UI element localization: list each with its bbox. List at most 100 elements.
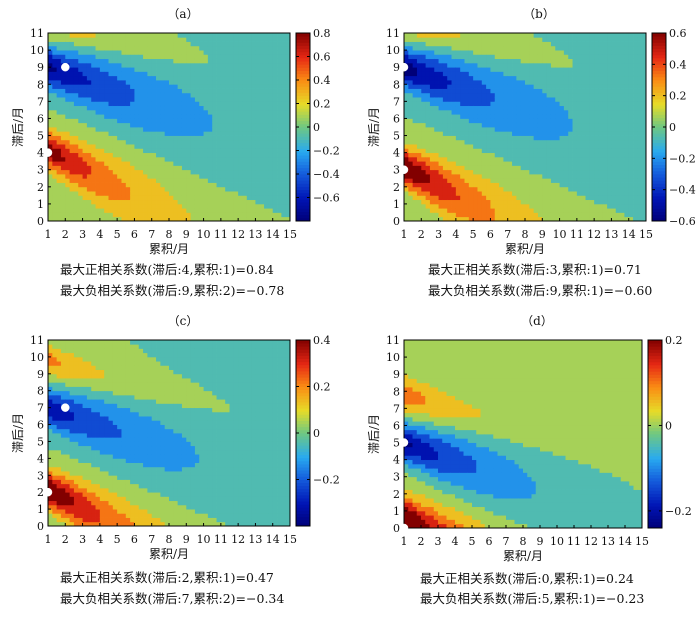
contour-cell <box>589 58 595 64</box>
contour-cell <box>82 67 88 72</box>
contour-cell <box>264 114 269 119</box>
contour-cell <box>568 199 573 205</box>
contour-cell <box>264 80 269 85</box>
contour-cell <box>572 54 578 60</box>
contour-cell <box>186 174 192 179</box>
contour-cell <box>272 118 278 124</box>
contour-cell <box>520 131 526 136</box>
contour-cell <box>468 54 474 60</box>
contour-cell <box>477 174 483 179</box>
contour-cell <box>563 156 569 162</box>
contour-cell <box>533 131 539 136</box>
contour-cell <box>594 114 599 119</box>
contour-cell <box>52 58 58 64</box>
contour-cell <box>190 199 196 205</box>
contour-cell <box>86 114 92 119</box>
contour-cell <box>125 33 131 38</box>
contour-cell <box>615 135 621 141</box>
contour-cell <box>125 62 131 68</box>
contour-cell <box>429 212 435 218</box>
contour-cell <box>251 84 256 89</box>
contour-cell <box>190 148 196 154</box>
contour-cell <box>473 67 478 72</box>
contour-cell <box>429 122 435 128</box>
contour-cell <box>255 67 261 72</box>
contour-cell <box>408 84 414 89</box>
contour-cell <box>486 75 491 81</box>
contour-cell <box>559 41 565 47</box>
contour-cell <box>537 191 543 196</box>
contour-cell <box>602 45 608 51</box>
contour-cell <box>512 212 517 218</box>
contour-cell <box>95 97 101 102</box>
contour-cell <box>620 135 625 141</box>
contour-cell <box>130 191 135 196</box>
contour-cell <box>203 71 209 77</box>
contour-cell <box>555 152 560 158</box>
colorbar-segment <box>296 217 310 222</box>
contour-cell <box>464 182 470 188</box>
contour-cell <box>416 182 422 188</box>
contour-cell <box>455 199 461 205</box>
contour-cell <box>246 67 252 72</box>
contour-cell <box>156 37 161 42</box>
contour-cell <box>95 127 101 132</box>
contour-cell <box>404 127 409 132</box>
colorbar-segment <box>296 155 310 159</box>
contour-cell <box>460 165 465 171</box>
contour-cell <box>69 156 75 162</box>
contour-cell <box>264 58 269 64</box>
contour-cell <box>99 62 105 68</box>
contour-cell <box>598 105 604 111</box>
contour-cell <box>507 144 513 149</box>
contour-cell <box>151 178 157 183</box>
contour-cell <box>576 165 582 171</box>
contour-cell <box>615 169 621 175</box>
contour-cell <box>156 199 161 205</box>
contour-cell <box>499 75 504 81</box>
contour-cell <box>194 50 200 55</box>
contour-cell <box>637 216 643 222</box>
contour-cell <box>602 182 608 188</box>
contour-cell <box>568 62 573 68</box>
contour-cell <box>499 62 504 68</box>
contour-cell <box>48 203 53 209</box>
contour-cell <box>190 67 196 72</box>
contour-cell <box>181 67 187 72</box>
contour-cell <box>542 88 548 94</box>
contour-cell <box>238 127 243 132</box>
contour-cell <box>177 71 183 77</box>
contour-cell <box>251 101 256 107</box>
contour-cell <box>620 208 625 213</box>
contour-cell <box>594 139 599 145</box>
contour-cell <box>421 54 427 60</box>
contour-cell <box>421 199 427 205</box>
contour-cell <box>69 97 75 102</box>
contour-cell <box>559 195 565 201</box>
contour-cell <box>434 191 439 196</box>
contour-cell <box>416 161 422 166</box>
contour-cell <box>190 178 196 183</box>
contour-cell <box>60 152 66 158</box>
contour-cell <box>416 37 422 42</box>
contour-cell <box>503 208 509 213</box>
contour-cell <box>425 92 431 98</box>
contour-cell <box>516 212 522 218</box>
contour-cell <box>512 92 517 98</box>
contour-cell <box>48 122 53 128</box>
contour-cell <box>216 101 222 107</box>
contour-cell <box>568 165 573 171</box>
contour-cell <box>186 161 192 166</box>
contour-cell <box>138 88 144 94</box>
contour-cell <box>412 208 418 213</box>
contour-cell <box>555 92 560 98</box>
contour-cell <box>160 75 166 81</box>
contour-cell <box>48 208 53 213</box>
contour-cell <box>559 71 565 77</box>
contour-cell <box>99 88 105 94</box>
contour-cell <box>421 109 427 115</box>
contour-cell <box>264 212 269 218</box>
contour-cell <box>581 50 586 55</box>
contour-cell <box>598 58 604 64</box>
contour-cell <box>272 199 278 205</box>
